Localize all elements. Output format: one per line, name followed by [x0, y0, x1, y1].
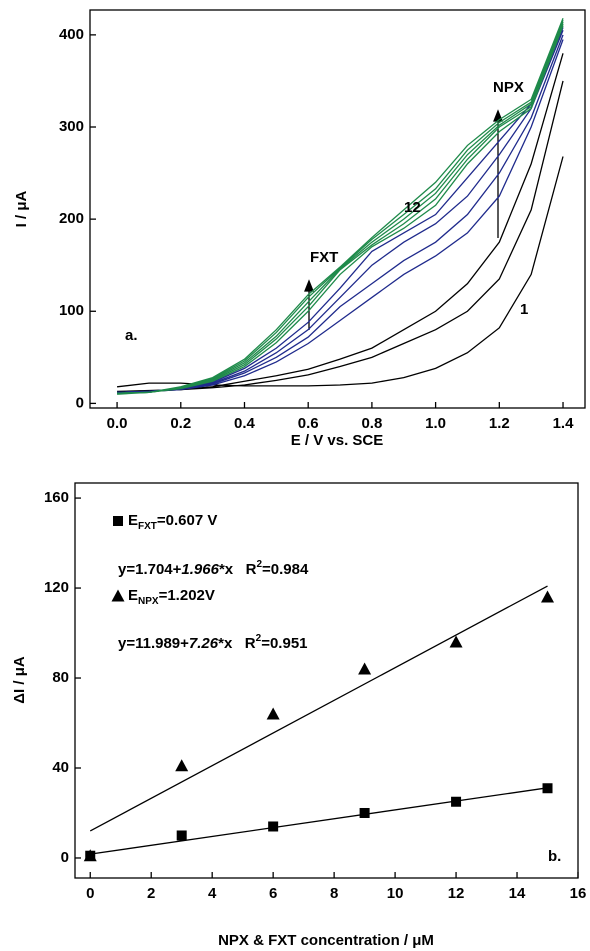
arrows — [304, 109, 503, 330]
x-tick-label: 8 — [330, 885, 338, 902]
series-line — [117, 156, 564, 388]
y-tick-label: 100 — [59, 302, 84, 319]
x-tick-label: 14 — [509, 885, 526, 902]
annotation-part: =0.984 — [262, 561, 309, 578]
x-tick-label: 1.4 — [553, 415, 575, 432]
series-line — [117, 18, 564, 395]
annotation-part: y=1.704+ — [118, 561, 182, 578]
series-line — [90, 787, 548, 855]
x-tick-label: 4 — [208, 885, 217, 902]
x-tick-label: 0.0 — [107, 415, 128, 432]
plot-frame — [89, 9, 586, 409]
x-axis-label: E / V vs. SCE — [291, 432, 384, 449]
annotation-part: E — [128, 587, 138, 604]
annotation-part: *x R — [218, 635, 256, 652]
annotation: FXT — [310, 249, 338, 266]
annotation: y=1.704+1.966*x R2=0.984 — [118, 559, 309, 578]
annotation: b. — [548, 848, 561, 865]
y-tick-label: 300 — [59, 118, 84, 135]
annotation-part: *x R — [219, 561, 257, 578]
data-point — [83, 849, 97, 862]
y-tick-label: 0 — [61, 849, 69, 866]
series-line — [117, 53, 564, 393]
data-point — [358, 662, 372, 675]
annotation: 12 — [404, 199, 421, 216]
series-line — [89, 585, 548, 832]
x-tick-label: 1.0 — [425, 415, 446, 432]
data-point — [449, 635, 463, 648]
x-tick-label: 0 — [86, 885, 94, 902]
x-tick-label: 1.2 — [489, 415, 510, 432]
x-tick-label: 16 — [570, 885, 587, 902]
x-tick-label: 2 — [147, 885, 155, 902]
annotation: 1 — [520, 301, 528, 318]
annotation-part: =1.202V — [159, 587, 215, 604]
y-tick-label: 0 — [76, 394, 84, 411]
annotation-part: 1.966 — [181, 561, 219, 578]
y-axis-label: ΔI / μA — [11, 656, 28, 704]
y-tick-label: 80 — [52, 669, 69, 686]
annotation-part: FXT — [138, 521, 157, 532]
annotation: NPX — [493, 79, 524, 96]
data-point — [359, 807, 370, 818]
y-tick-label: 40 — [52, 759, 69, 776]
legend-marker — [111, 589, 125, 602]
x-tick-label: 12 — [448, 885, 465, 902]
annotation-part: 2 — [256, 559, 262, 570]
y-tick-label: 200 — [59, 210, 84, 227]
x-tick-label: 0.6 — [298, 415, 319, 432]
plot-frame — [74, 482, 579, 879]
y-tick-label: 120 — [44, 579, 69, 596]
series-line — [117, 25, 564, 394]
data-point — [175, 759, 189, 772]
y-tick-label: 400 — [59, 26, 84, 43]
npx-arrowhead — [493, 109, 503, 122]
annotation-part: E — [128, 512, 138, 529]
series-line — [117, 39, 564, 393]
x-tick-label: 6 — [269, 885, 277, 902]
annotation-part: 7.26 — [189, 635, 219, 652]
annotation-part: 2 — [256, 633, 262, 644]
annotation-part: y=11.989+ — [118, 635, 189, 652]
data-point — [451, 796, 462, 807]
annotation: EFXT=0.607 V — [128, 512, 217, 532]
annotation-part: =0.951 — [261, 635, 307, 652]
annotation: a. — [125, 327, 138, 344]
y-tick-label: 160 — [44, 489, 69, 506]
x-tick-label: 0.8 — [361, 415, 382, 432]
data-point — [266, 707, 280, 720]
annotation-part: =0.607 V — [157, 512, 217, 529]
data-point — [176, 830, 187, 841]
annotation: ENPX=1.202V — [128, 587, 215, 607]
x-tick-label: 10 — [387, 885, 404, 902]
x-tick-label: 0.4 — [234, 415, 256, 432]
series-line — [117, 19, 564, 394]
annotation-part: NPX — [138, 596, 159, 607]
data-point — [541, 590, 555, 603]
data-point — [268, 821, 279, 832]
fxt-arrowhead — [304, 279, 314, 292]
x-axis-label: NPX & FXT concentration / μM — [218, 932, 434, 949]
x-tick-label: 0.2 — [170, 415, 191, 432]
legend-marker — [113, 516, 123, 526]
series-line — [117, 21, 564, 394]
annotation: y=11.989+7.26*x R2=0.951 — [118, 633, 308, 652]
y-axis-label: I / μA — [13, 190, 30, 227]
